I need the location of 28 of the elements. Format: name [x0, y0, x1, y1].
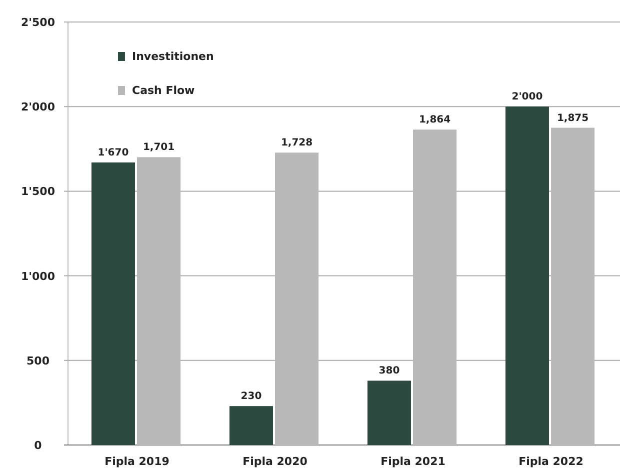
y-tick-label: 2'500: [21, 16, 56, 29]
y-tick-label: 2'000: [21, 100, 56, 114]
bar: [367, 380, 411, 445]
y-tick-label: 1'000: [21, 270, 56, 283]
bar: [91, 162, 135, 445]
bar: [505, 106, 549, 445]
legend-label: Investitionen: [132, 50, 214, 63]
y-tick-label: 0: [34, 439, 42, 452]
x-tick-label: Fipla 2021: [380, 455, 446, 468]
data-label: 1,864: [418, 114, 451, 126]
x-tick-label: Fipla 2022: [518, 455, 584, 468]
data-label: 1,728: [280, 138, 313, 149]
bar: [413, 130, 457, 445]
legend-label: Cash Flow: [132, 84, 195, 97]
data-label: 1,701: [142, 142, 175, 154]
bar: [229, 406, 273, 445]
data-label: 1,875: [556, 112, 589, 124]
data-label: 1'670: [98, 147, 129, 158]
x-tick-label: Fipla 2019: [104, 455, 170, 468]
data-label: 230: [240, 391, 262, 402]
y-tick-label: 500: [26, 354, 50, 368]
x-tick-label: Fipla 2020: [242, 455, 308, 468]
bar: [551, 128, 595, 445]
y-tick-label: 1'500: [21, 185, 56, 198]
data-label: 380: [378, 366, 400, 377]
bar: [137, 157, 181, 445]
data-label: 2'000: [512, 92, 543, 103]
bar: [275, 152, 319, 445]
